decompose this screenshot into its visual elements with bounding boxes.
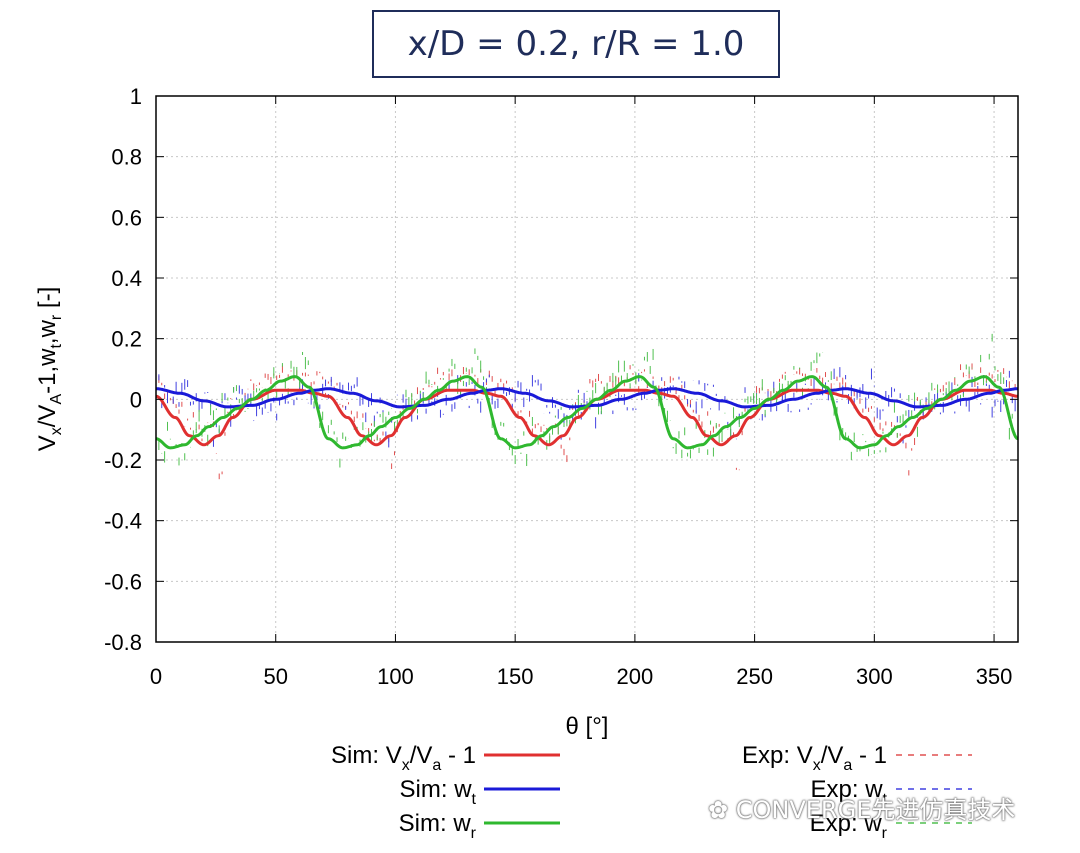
y-tick-label: -0.4 xyxy=(104,509,142,534)
x-tick-label: 200 xyxy=(617,664,654,689)
y-tick-label: 0.8 xyxy=(111,145,142,170)
watermark-text: CONVERGE先进仿真技术 xyxy=(735,796,1016,824)
grid xyxy=(156,96,1018,642)
y-tick-label: -0.8 xyxy=(104,630,142,655)
legend-label-exp_vx: Exp: Vx/Va - 1 xyxy=(742,742,887,774)
watermark: ✿ CONVERGE先进仿真技术 xyxy=(708,790,1015,825)
legend-label-sim_wr: Sim: wr xyxy=(399,810,477,842)
x-tick-label: 250 xyxy=(736,664,773,689)
exp-wt-series xyxy=(155,367,1019,448)
x-tick-label: 300 xyxy=(856,664,893,689)
sim-series-0 xyxy=(155,388,1019,447)
y-tick-label: 0.6 xyxy=(111,205,142,230)
plot-frame xyxy=(155,95,1019,643)
y-tick-label: -0.6 xyxy=(104,569,142,594)
x-tick-label: 50 xyxy=(263,664,287,689)
y-tick-label: 1 xyxy=(130,84,142,109)
legend-label-exp_wr: Exp: wr xyxy=(810,810,888,842)
y-tick-label: 0.2 xyxy=(111,327,142,352)
x-axis-label: θ [°] xyxy=(566,713,609,740)
ticks: 0 50 100 150 200 250 300 350 -0.8 -0.6 -0.4 -0.2 0 0.… xyxy=(104,84,1018,689)
y-tick-label: 0 xyxy=(130,387,142,412)
sim-series-2 xyxy=(155,375,1019,450)
x-tick-label: 0 xyxy=(150,664,162,689)
x-tick-label: 100 xyxy=(377,664,414,689)
legend-label-exp_wt: Exp: wt xyxy=(811,776,888,808)
legend-label-sim_vx: Sim: Vx/Va - 1 xyxy=(331,742,476,774)
chart-title: x/D = 0.2, r/R = 1.0 xyxy=(372,10,780,78)
series-layer xyxy=(155,333,1019,480)
wechat-icon: ✿ xyxy=(708,796,729,824)
y-tick-label: 0.4 xyxy=(111,266,142,291)
legend-label-sim_wt: Sim: wt xyxy=(400,776,477,808)
x-tick-label: 150 xyxy=(497,664,534,689)
y-tick-label: -0.2 xyxy=(104,448,142,473)
y-axis-label: Vx/VA-1,wt,wr [-] xyxy=(34,287,65,452)
x-tick-label: 350 xyxy=(976,664,1013,689)
